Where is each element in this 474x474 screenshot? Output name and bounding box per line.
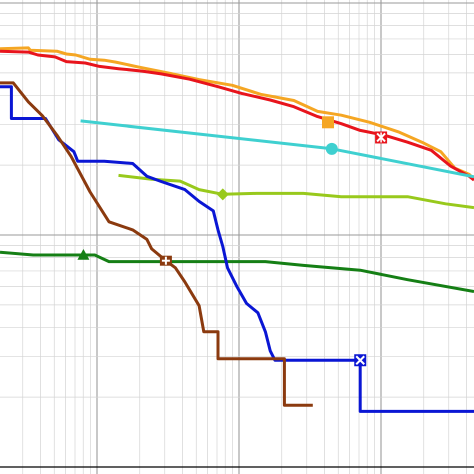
series-marker-0: [322, 116, 335, 129]
series-line-4: [0, 250, 474, 293]
series-marker-5: [354, 354, 367, 367]
series-marker-6: [159, 255, 172, 266]
series-line-1: [0, 49, 474, 182]
series-line-3: [118, 173, 474, 210]
marker-layer: [77, 116, 388, 367]
series-marker-3: [216, 188, 229, 201]
series-marker-4: [77, 249, 90, 260]
series-layer: [0, 46, 474, 413]
series-marker-1: [375, 131, 388, 144]
series-line-0: [0, 46, 474, 181]
series-marker-2: [325, 142, 338, 155]
series-line-6: [0, 81, 313, 407]
